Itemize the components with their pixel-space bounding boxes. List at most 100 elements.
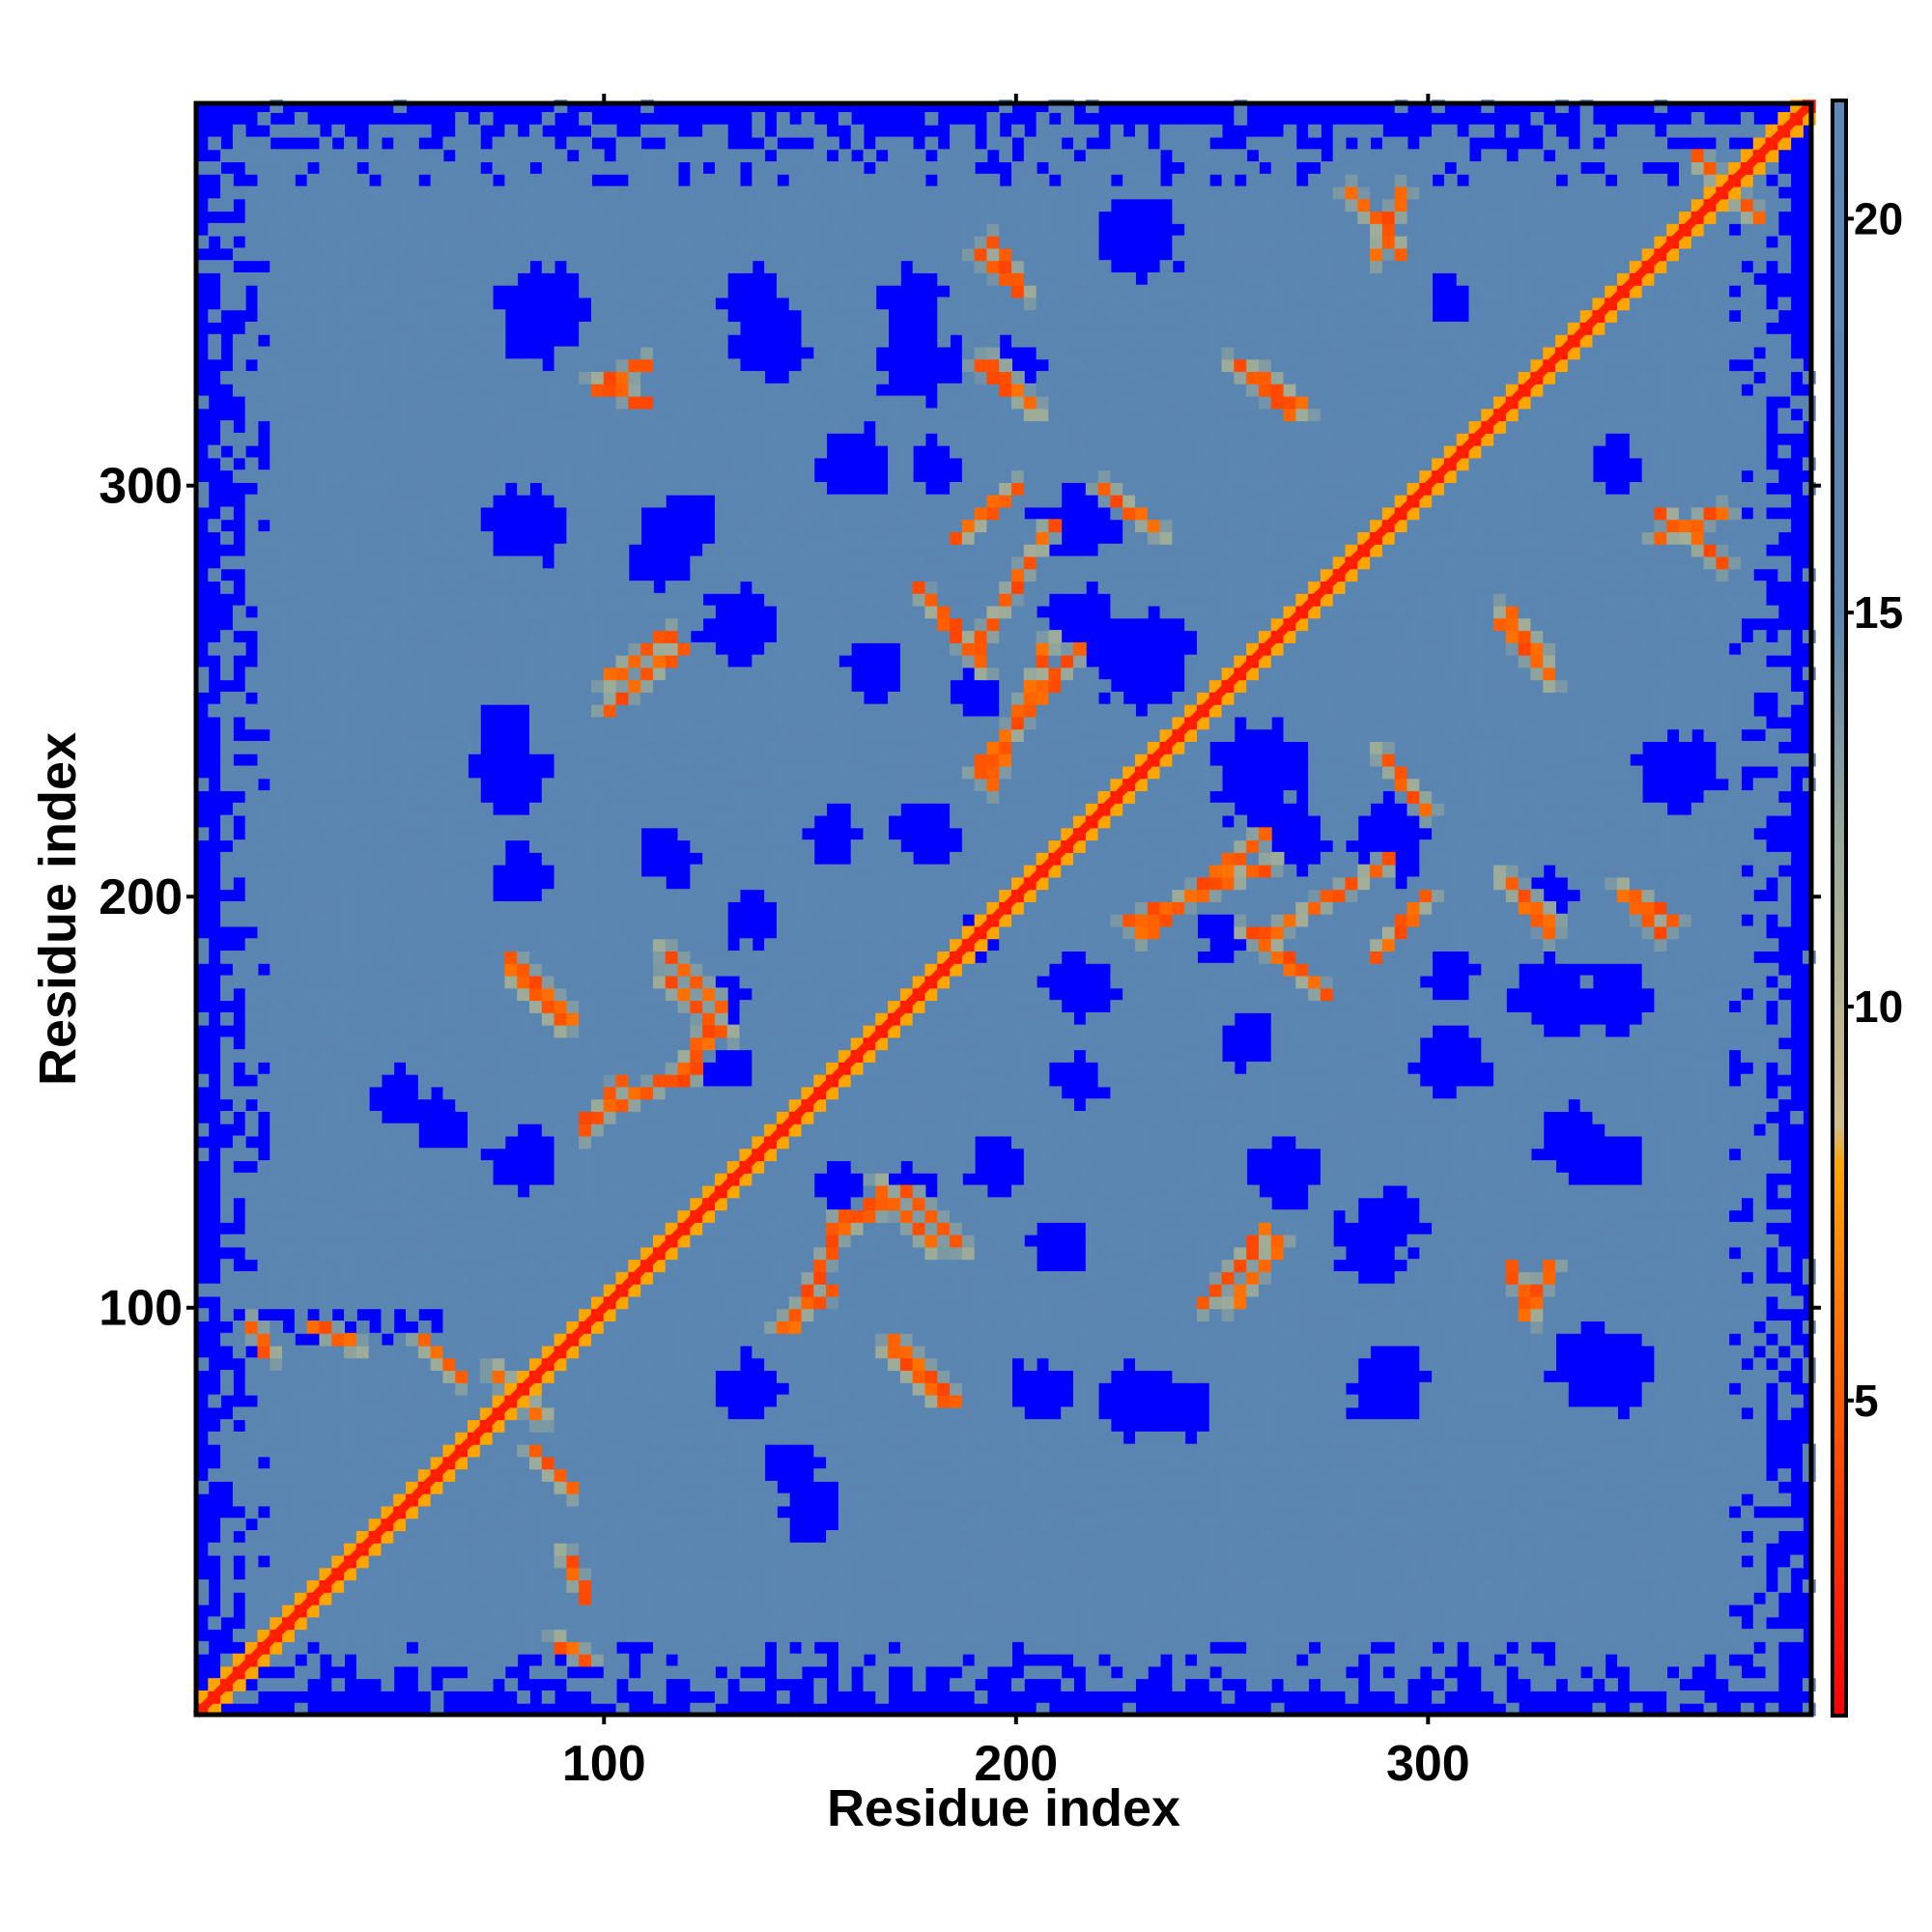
heatmap-cell (306, 938, 321, 952)
heatmap-cell (492, 987, 506, 1002)
heatmap-cell (517, 1073, 530, 1088)
heatmap-cell (714, 1480, 728, 1494)
heatmap-cell (468, 1270, 481, 1285)
heatmap-cell (640, 1172, 654, 1186)
heatmap-cell (752, 1321, 766, 1334)
heatmap-cell (244, 457, 259, 471)
heatmap-cell (331, 827, 346, 841)
heatmap-cell (195, 494, 210, 508)
heatmap-cell (306, 630, 321, 643)
heatmap-cell (442, 1197, 457, 1211)
heatmap-cell (393, 1184, 407, 1199)
heatmap-cell (220, 1234, 234, 1248)
heatmap-cell (381, 1579, 395, 1593)
heatmap-cell (714, 149, 728, 163)
heatmap-cell (430, 975, 444, 989)
heatmap-cell (381, 1283, 395, 1297)
heatmap-cell (615, 1530, 630, 1544)
heatmap-cell (270, 641, 284, 656)
heatmap-cell (220, 1554, 234, 1569)
heatmap-cell (270, 975, 284, 989)
heatmap-cell (541, 1419, 555, 1433)
heatmap-cell (455, 889, 469, 902)
heatmap-cell (368, 1591, 383, 1605)
heatmap-cell (554, 900, 568, 915)
heatmap-cell (603, 1086, 617, 1100)
heatmap-cell (665, 235, 679, 249)
heatmap-cell (566, 827, 581, 841)
heatmap-cell (442, 358, 457, 373)
heatmap-cell (257, 1406, 271, 1421)
heatmap-cell (579, 506, 592, 521)
heatmap-cell (528, 1024, 543, 1038)
heatmap-cell (603, 198, 617, 213)
heatmap-cell (652, 1049, 667, 1063)
heatmap-cell (442, 1554, 457, 1569)
heatmap-cell (244, 778, 259, 792)
heatmap-cell (319, 1283, 333, 1297)
heatmap-cell (331, 1234, 346, 1248)
heatmap-cell (319, 1234, 333, 1248)
heatmap-cell (566, 173, 581, 187)
heatmap-cell (628, 1505, 642, 1520)
heatmap-cell (492, 667, 506, 681)
heatmap-cell (640, 630, 654, 643)
heatmap-cell (528, 1406, 543, 1421)
heatmap-cell (554, 346, 568, 360)
heatmap-cell (702, 1381, 716, 1396)
heatmap-cell (640, 938, 654, 952)
heatmap-cell (468, 358, 481, 373)
heatmap-cell (208, 260, 222, 273)
heatmap-cell (430, 889, 444, 902)
heatmap-cell (355, 1135, 370, 1150)
heatmap-cell (294, 124, 308, 138)
heatmap-cell (331, 395, 346, 410)
heatmap-cell (406, 284, 419, 298)
heatmap-cell (306, 1098, 321, 1112)
heatmap-cell (417, 1345, 432, 1359)
heatmap-cell (319, 1037, 333, 1051)
heatmap-cell (628, 605, 642, 619)
heatmap-cell (294, 790, 308, 804)
heatmap-cell (739, 481, 753, 496)
heatmap-cell (714, 408, 728, 422)
heatmap-cell (479, 235, 494, 249)
heatmap-cell (442, 1024, 457, 1038)
heatmap-cell (393, 951, 407, 964)
heatmap-cell (220, 198, 234, 213)
heatmap-cell (368, 247, 383, 262)
heatmap-cell (665, 136, 679, 151)
heatmap-cell (628, 444, 642, 459)
heatmap-cell (430, 1270, 444, 1285)
heatmap-cell (257, 284, 271, 298)
heatmap-cell (319, 839, 333, 853)
heatmap-cell (344, 1148, 357, 1162)
heatmap-cell (628, 1394, 642, 1408)
heatmap-cell (665, 1468, 679, 1482)
heatmap-cell (368, 1283, 383, 1297)
heatmap-cell (344, 778, 357, 792)
heatmap-cell (355, 1443, 370, 1458)
heatmap-cell (442, 1567, 457, 1581)
heatmap-cell (319, 975, 333, 989)
heatmap-cell (492, 1283, 506, 1297)
heatmap-cell (344, 322, 357, 335)
heatmap-cell (455, 741, 469, 754)
heatmap-cell (479, 1616, 494, 1631)
heatmap-cell (541, 1221, 555, 1236)
heatmap-cell (393, 913, 407, 927)
heatmap-cell (270, 271, 284, 286)
heatmap-cell (468, 1000, 481, 1013)
heatmap-cell (528, 383, 543, 397)
heatmap-cell (528, 1049, 543, 1063)
heatmap-cell (492, 913, 506, 927)
heatmap-cell (640, 617, 654, 632)
heatmap-cell (319, 765, 333, 780)
heatmap-cell (331, 1357, 346, 1372)
heatmap-cell (282, 1370, 296, 1383)
heatmap-cell (306, 1456, 321, 1470)
heatmap-cell (355, 728, 370, 743)
heatmap-cell (517, 469, 530, 483)
heatmap-cell (381, 913, 395, 927)
heatmap-cell (355, 1616, 370, 1631)
